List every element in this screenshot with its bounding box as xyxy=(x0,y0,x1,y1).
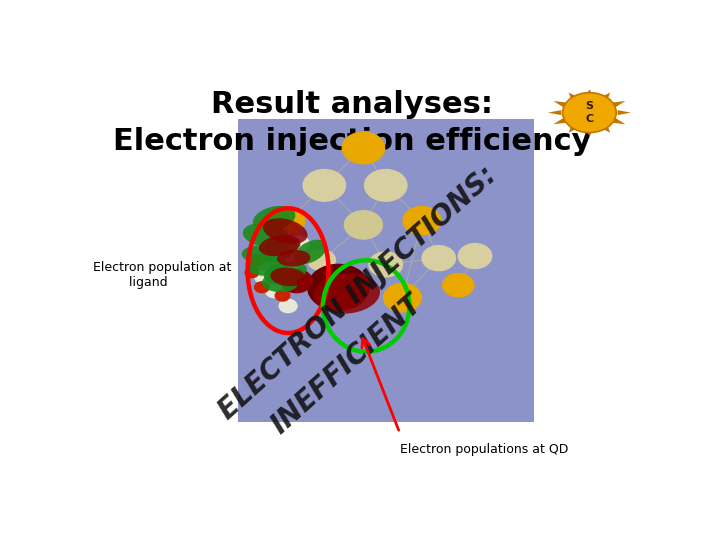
Ellipse shape xyxy=(242,246,273,262)
Ellipse shape xyxy=(262,274,297,292)
Polygon shape xyxy=(611,118,626,124)
Circle shape xyxy=(281,269,312,293)
Polygon shape xyxy=(600,125,610,133)
Polygon shape xyxy=(569,92,579,100)
Circle shape xyxy=(307,250,336,271)
Text: Electron population at
         ligand: Electron population at ligand xyxy=(93,261,231,289)
Bar xyxy=(238,119,534,422)
Polygon shape xyxy=(554,101,567,107)
Text: C: C xyxy=(585,114,593,124)
Text: INEFFICIENT: INEFFICIENT xyxy=(266,289,428,439)
Ellipse shape xyxy=(313,273,380,314)
Circle shape xyxy=(275,290,289,301)
Text: S: S xyxy=(585,101,593,111)
Polygon shape xyxy=(618,110,631,115)
Ellipse shape xyxy=(264,261,307,284)
Circle shape xyxy=(403,207,441,235)
Polygon shape xyxy=(585,90,594,97)
Circle shape xyxy=(279,262,297,275)
Ellipse shape xyxy=(294,240,327,264)
Ellipse shape xyxy=(248,257,289,276)
Polygon shape xyxy=(569,125,579,133)
Ellipse shape xyxy=(271,267,306,286)
Text: Electron populations at QD: Electron populations at QD xyxy=(400,443,568,456)
Polygon shape xyxy=(611,101,626,107)
Circle shape xyxy=(245,268,258,278)
Circle shape xyxy=(562,93,616,133)
Ellipse shape xyxy=(253,206,295,231)
Ellipse shape xyxy=(243,223,289,247)
Circle shape xyxy=(384,284,421,312)
Ellipse shape xyxy=(261,238,299,262)
Circle shape xyxy=(303,170,346,201)
Ellipse shape xyxy=(263,218,307,244)
Polygon shape xyxy=(548,110,562,115)
Circle shape xyxy=(266,285,282,298)
Circle shape xyxy=(255,282,269,293)
Circle shape xyxy=(443,274,474,297)
Polygon shape xyxy=(554,118,567,124)
Circle shape xyxy=(248,254,263,266)
Circle shape xyxy=(279,299,297,313)
Circle shape xyxy=(255,271,271,283)
Circle shape xyxy=(369,252,402,277)
Circle shape xyxy=(458,244,492,268)
Circle shape xyxy=(342,132,384,164)
Circle shape xyxy=(289,236,310,251)
Circle shape xyxy=(422,246,456,271)
Ellipse shape xyxy=(259,235,300,256)
Text: Electron injection efficiency: Electron injection efficiency xyxy=(113,127,592,156)
Polygon shape xyxy=(585,129,594,136)
Ellipse shape xyxy=(277,250,310,267)
Circle shape xyxy=(364,170,407,201)
Polygon shape xyxy=(600,92,610,100)
Text: ELECTRON INJECTIONS:: ELECTRON INJECTIONS: xyxy=(213,161,503,426)
Circle shape xyxy=(271,208,305,233)
Text: Result analyses:: Result analyses: xyxy=(211,90,493,119)
Circle shape xyxy=(344,211,382,239)
Circle shape xyxy=(307,265,369,310)
